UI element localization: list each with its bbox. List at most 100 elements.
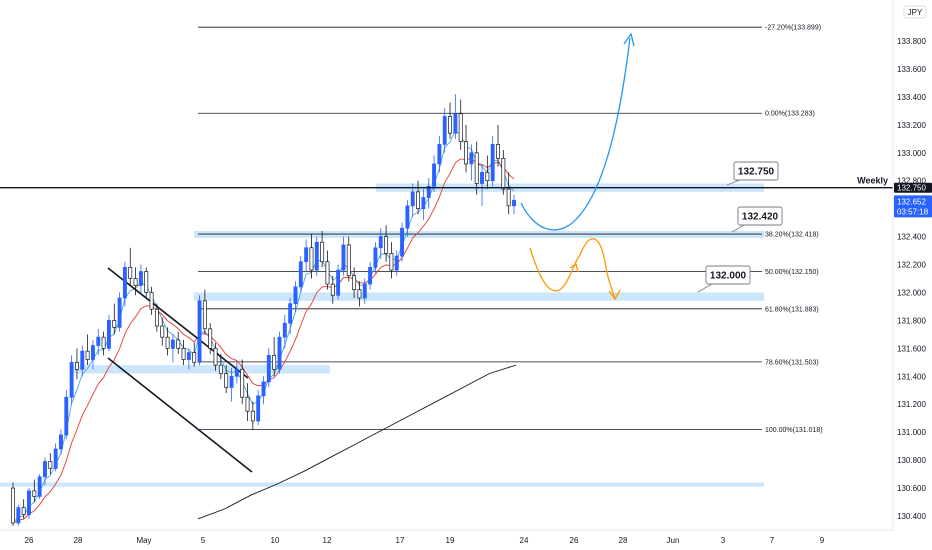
long-moving-average — [197, 364, 517, 520]
time-tick-label: 10 — [271, 536, 280, 545]
candle-body — [293, 286, 298, 304]
candle-body — [48, 461, 53, 469]
candle-body — [186, 352, 191, 360]
support-zone — [194, 292, 764, 301]
candle-body — [416, 191, 421, 209]
candle-body — [496, 144, 500, 159]
current-price-tag — [894, 195, 932, 218]
candle-body — [240, 368, 245, 398]
time-tick-label: 12 — [323, 536, 332, 545]
candle-body — [352, 275, 357, 291]
candle-body — [96, 336, 101, 346]
price-tick-label: 132.000 — [897, 288, 926, 297]
descending-channel — [107, 267, 253, 473]
time-tick-label: 7 — [770, 536, 775, 545]
candle-body — [138, 271, 143, 286]
candle-body — [442, 116, 447, 145]
swing-projection-path — [529, 238, 616, 299]
projection-arrows — [520, 32, 635, 301]
time-tick-label: Jun — [667, 536, 680, 545]
price-tick-label: 131.200 — [897, 400, 926, 409]
weekly-price-tag-label: 132.750 — [897, 184, 926, 193]
weekly-price-tag — [894, 182, 932, 193]
fib-level-label: 78.60%(131.503) — [765, 359, 819, 366]
candle-body — [27, 490, 31, 515]
time-tick-label: 28 — [74, 536, 83, 545]
candle-body — [261, 381, 266, 397]
ema-slow-line — [12, 157, 515, 524]
channel-lower-line — [107, 357, 253, 473]
candle-body — [304, 247, 309, 263]
candle-body — [501, 158, 506, 190]
candle-body — [490, 144, 495, 182]
callout-box — [733, 161, 779, 181]
price-tick-label: 133.400 — [897, 93, 926, 102]
candle-body — [11, 487, 15, 524]
support-zone — [194, 231, 764, 238]
candle-body — [32, 490, 37, 497]
candle-body — [80, 350, 85, 370]
candle-body — [437, 144, 442, 165]
candle-body — [394, 255, 399, 271]
candle-body — [362, 283, 367, 299]
price-axis-background — [893, 0, 932, 550]
candle-body — [389, 253, 394, 271]
callout-value: 132.000 — [710, 271, 747, 282]
ma-long-line — [197, 364, 517, 520]
candle-body — [314, 241, 319, 271]
candle-body — [256, 395, 261, 422]
price-tick-label: 131.800 — [897, 316, 926, 325]
candle-body — [405, 205, 410, 229]
candle-body — [160, 325, 165, 338]
price-tick-label: 133.000 — [897, 149, 926, 158]
candle-body — [512, 199, 516, 207]
candle-body — [506, 188, 511, 207]
candle-body — [368, 266, 373, 285]
channel-upper-line — [107, 267, 249, 379]
price-tick-label: 131.000 — [897, 428, 926, 437]
candle-body — [224, 373, 229, 388]
candle-body — [245, 396, 250, 412]
time-tick-label: 17 — [396, 536, 405, 545]
current-price-label: 132.652 — [897, 197, 926, 206]
candle-body — [21, 507, 26, 515]
currency-badge[interactable]: JPY — [903, 5, 927, 19]
price-tick-label: 133.600 — [897, 65, 926, 74]
time-tick-label: 24 — [520, 536, 529, 545]
candle-body — [197, 300, 202, 363]
candle-body — [181, 348, 186, 360]
swing-end-arrowhead-icon — [608, 289, 621, 301]
price-axis: 130.400 130.600 130.800 131.000 131.200 131.4… — [892, 0, 932, 550]
callout-pointer — [726, 179, 741, 186]
candle-body — [480, 171, 484, 184]
candle-body — [272, 354, 277, 370]
time-tick-label: 28 — [619, 536, 628, 545]
candle-body — [426, 185, 431, 198]
candle-body — [64, 396, 69, 436]
candle-body — [192, 352, 197, 363]
candle-body — [373, 247, 378, 268]
candle-body — [464, 141, 468, 165]
candle-body — [384, 236, 389, 254]
candle-body — [330, 283, 335, 296]
bullish-arrowhead-icon — [623, 32, 635, 47]
candle-body — [341, 244, 346, 271]
time-tick-label: May — [136, 536, 151, 545]
candle-body — [75, 361, 79, 370]
price-tick-label: 131.400 — [897, 372, 926, 381]
candle-body — [325, 261, 330, 285]
bar-countdown-label: 03:57:18 — [897, 207, 929, 216]
time-axis: 26 28 May 5 10 12 17 19 24 26 28 Jun 3 7 9 — [0, 529, 893, 545]
fib-level-label: 50.00%(132.150) — [765, 269, 819, 276]
candle-body — [128, 266, 133, 279]
support-zone — [70, 365, 330, 374]
candle-body — [149, 292, 154, 310]
candle-body — [282, 322, 287, 338]
callout-pointer — [697, 283, 713, 293]
candle-body — [90, 345, 95, 360]
price-tick-label: 131.600 — [897, 344, 926, 353]
candle-body — [59, 434, 63, 450]
candle-body — [410, 191, 415, 207]
fib-level-label: -27.20%(133.899) — [765, 25, 821, 32]
